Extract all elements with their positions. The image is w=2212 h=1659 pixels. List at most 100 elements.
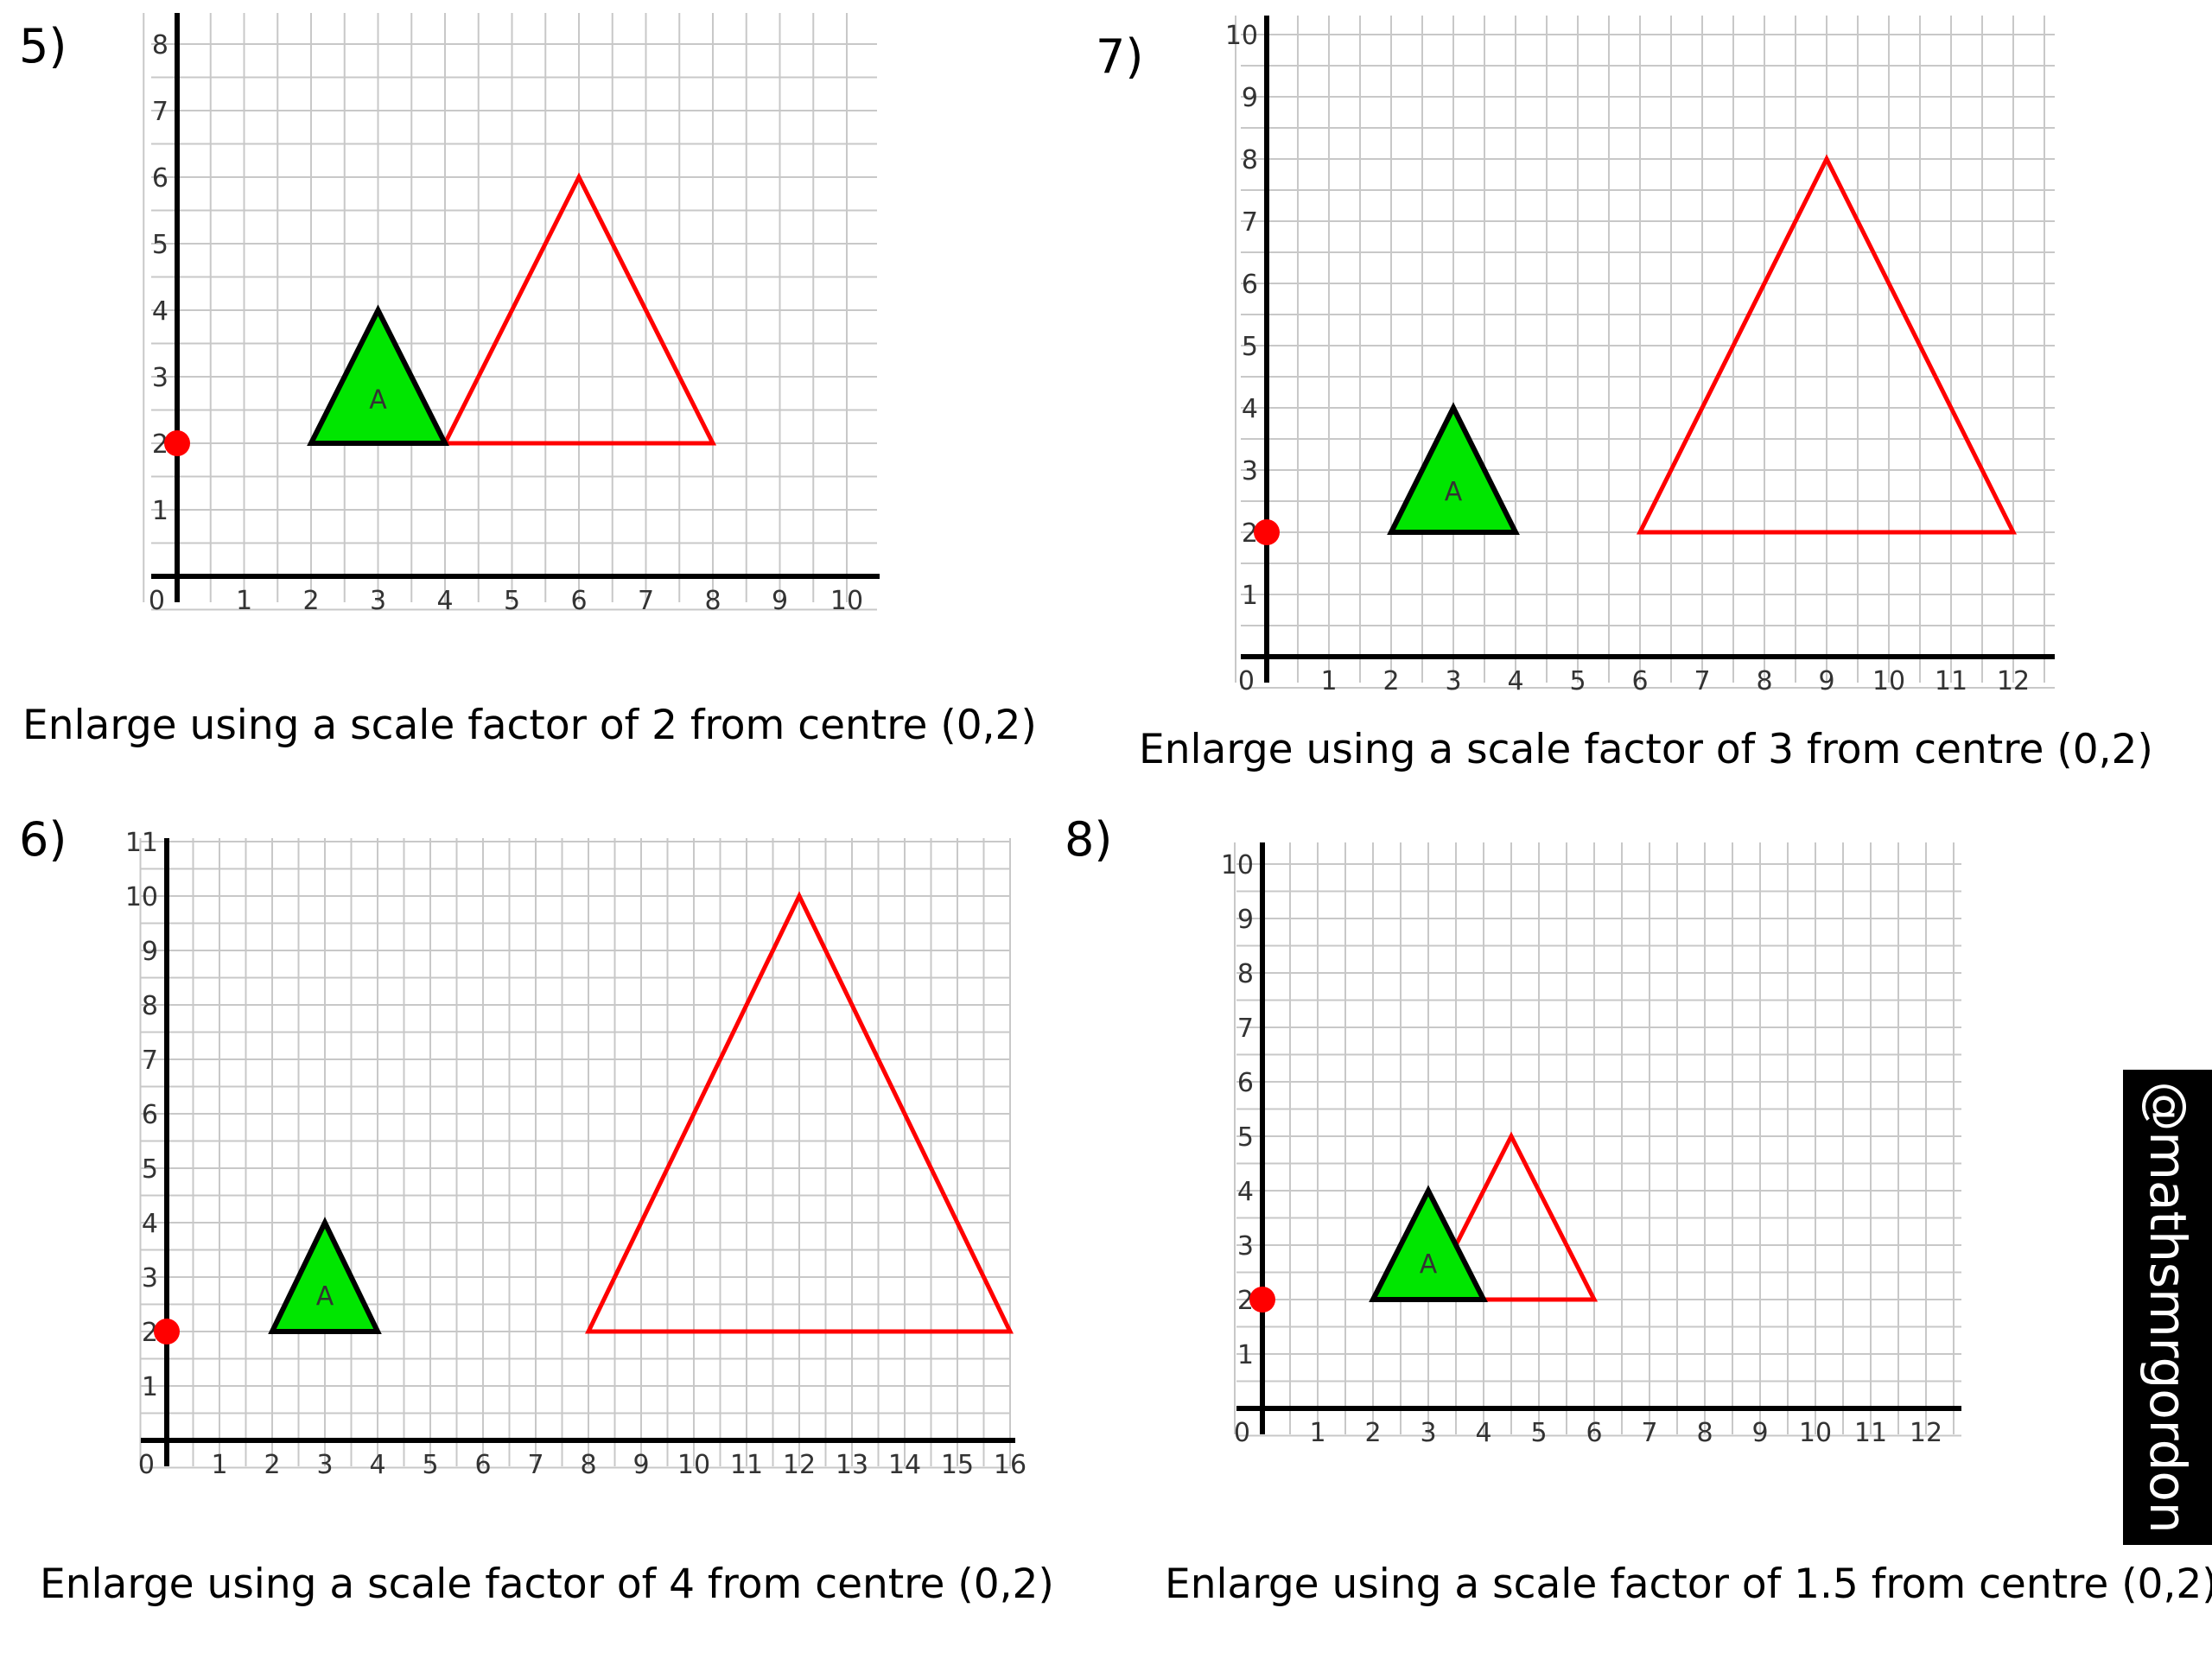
y-tick-label: 4	[142, 1209, 158, 1239]
x-tick-label: 6	[1586, 1418, 1602, 1448]
x-tick-label: 11	[730, 1450, 763, 1480]
x-tick-label: 12	[1997, 666, 2030, 696]
y-tick-label: 9	[142, 937, 158, 967]
watermark-text: @mathsmrgordon	[2138, 1081, 2197, 1534]
y-tick-label: 7	[152, 97, 168, 127]
y-tick-label: 6	[1237, 1068, 1254, 1098]
image-triangle	[585, 891, 1014, 1334]
x-tick-label: 1	[211, 1450, 227, 1480]
x-tick-label: 1	[1309, 1418, 1325, 1448]
x-tick-label: 13	[836, 1450, 868, 1480]
origin-label: 0	[1234, 1418, 1250, 1448]
y-tick-label: 5	[152, 230, 168, 260]
y-tick-label: 10	[125, 882, 158, 912]
shape-a-label: A	[316, 1281, 334, 1312]
y-tick-label: 5	[1242, 332, 1258, 362]
question-caption: Enlarge using a scale factor of 4 from c…	[40, 1560, 1054, 1608]
centre-point	[164, 430, 190, 456]
centre-point	[1254, 519, 1280, 545]
y-tick-label: 1	[1242, 581, 1258, 611]
question-number: 7)	[1096, 29, 1144, 84]
x-tick-label: 5	[422, 1450, 438, 1480]
x-tick-label: 6	[474, 1450, 491, 1480]
y-tick-label: 3	[1237, 1231, 1254, 1262]
x-tick-label: 8	[580, 1450, 596, 1480]
x-tick-label: 14	[888, 1450, 921, 1480]
y-tick-label: 8	[152, 30, 168, 60]
x-tick-label: 5	[504, 586, 520, 616]
x-tick-label: 3	[370, 586, 386, 616]
x-tick-label: 2	[1364, 1418, 1381, 1448]
x-tick-label: 10	[677, 1450, 710, 1480]
y-tick-label: 2	[152, 429, 168, 460]
question-caption: Enlarge using a scale factor of 1.5 from…	[1165, 1560, 2212, 1608]
y-tick-label: 3	[1242, 456, 1258, 486]
y-tick-label: 4	[1237, 1177, 1254, 1207]
x-tick-label: 10	[830, 586, 863, 616]
x-tick-label: 4	[1475, 1418, 1491, 1448]
y-tick-label: 10	[1221, 850, 1254, 880]
x-tick-label: 3	[1445, 666, 1461, 696]
x-tick-label: 4	[369, 1450, 385, 1480]
y-tick-label: 2	[1237, 1286, 1254, 1316]
x-tick-label: 7	[527, 1450, 543, 1480]
question-caption: Enlarge using a scale factor of 3 from c…	[1139, 726, 2153, 773]
x-tick-label: 6	[570, 586, 587, 616]
origin-label: 0	[1238, 666, 1255, 696]
x-tick-label: 7	[1694, 666, 1710, 696]
x-tick-label: 8	[704, 586, 721, 616]
x-tick-label: 9	[1751, 1418, 1768, 1448]
x-tick-label: 11	[1935, 666, 1967, 696]
x-tick-label: 5	[1569, 666, 1586, 696]
x-tick-label: 7	[1641, 1418, 1657, 1448]
x-tick-label: 16	[994, 1450, 1027, 1480]
origin-label: 0	[138, 1450, 155, 1480]
x-tick-label: 1	[1320, 666, 1337, 696]
y-tick-label: 1	[1237, 1340, 1254, 1370]
x-tick-label: 9	[772, 586, 788, 616]
x-tick-label: 9	[1818, 666, 1834, 696]
question-caption: Enlarge using a scale factor of 2 from c…	[22, 702, 1037, 749]
x-tick-label: 15	[941, 1450, 974, 1480]
y-tick-label: 5	[142, 1154, 158, 1185]
y-tick-label: 5	[1237, 1122, 1254, 1153]
x-tick-label: 3	[1420, 1418, 1436, 1448]
shape-a-triangle	[1387, 402, 1520, 535]
centre-point	[154, 1319, 180, 1344]
y-tick-label: 6	[152, 163, 168, 194]
x-tick-label: 9	[632, 1450, 649, 1480]
y-tick-label: 7	[1242, 207, 1258, 238]
y-tick-label: 11	[125, 828, 158, 858]
image-triangle	[1424, 1131, 1599, 1302]
y-tick-label: 8	[1242, 145, 1258, 175]
y-tick-label: 3	[152, 363, 168, 393]
x-tick-label: 10	[1799, 1418, 1832, 1448]
y-tick-label: 1	[142, 1372, 158, 1402]
x-tick-label: 8	[1756, 666, 1772, 696]
x-tick-label: 12	[783, 1450, 816, 1480]
shape-a-triangle	[307, 304, 449, 446]
image-triangle	[441, 172, 717, 446]
question-number: 6)	[19, 812, 67, 867]
shape-a-label: A	[369, 385, 387, 416]
x-tick-label: 4	[436, 586, 453, 616]
x-tick-label: 8	[1696, 1418, 1713, 1448]
question-number: 8)	[1065, 812, 1113, 867]
centre-point	[1249, 1287, 1275, 1313]
y-tick-label: 7	[1237, 1014, 1254, 1044]
x-tick-label: 2	[1382, 666, 1399, 696]
shape-a-triangle	[1369, 1185, 1488, 1302]
y-tick-label: 6	[1242, 270, 1258, 300]
shape-a-triangle	[268, 1217, 382, 1334]
x-tick-label: 5	[1530, 1418, 1547, 1448]
y-tick-label: 2	[1242, 518, 1258, 549]
y-tick-label: 6	[142, 1100, 158, 1130]
x-tick-label: 2	[264, 1450, 280, 1480]
watermark-badge: @mathsmrgordon	[2123, 1070, 2212, 1545]
y-tick-label: 8	[1237, 959, 1254, 989]
x-tick-label: 1	[236, 586, 252, 616]
y-tick-label: 3	[142, 1263, 158, 1294]
